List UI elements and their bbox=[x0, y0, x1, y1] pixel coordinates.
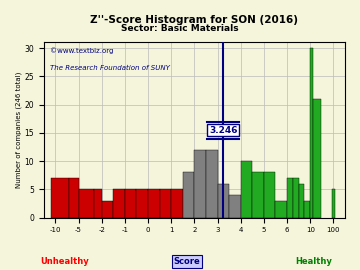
Bar bbox=[287, 178, 293, 218]
Bar bbox=[264, 173, 275, 218]
Bar bbox=[113, 190, 125, 218]
Bar bbox=[159, 190, 171, 218]
Bar bbox=[229, 195, 241, 218]
Bar bbox=[313, 99, 320, 218]
Bar bbox=[78, 190, 94, 218]
Text: Score: Score bbox=[174, 257, 201, 266]
Title: Z''-Score Histogram for SON (2016): Z''-Score Histogram for SON (2016) bbox=[90, 15, 298, 25]
Text: Healthy: Healthy bbox=[295, 257, 332, 266]
Bar bbox=[293, 178, 299, 218]
Bar bbox=[252, 173, 264, 218]
Bar bbox=[102, 201, 113, 218]
Bar bbox=[332, 190, 335, 218]
Bar bbox=[183, 173, 194, 218]
Bar bbox=[310, 48, 313, 218]
Text: ©www.textbiz.org: ©www.textbiz.org bbox=[50, 48, 113, 54]
Bar bbox=[206, 150, 217, 218]
Text: The Research Foundation of SUNY: The Research Foundation of SUNY bbox=[50, 65, 170, 71]
Bar bbox=[148, 190, 159, 218]
Bar bbox=[305, 201, 310, 218]
Bar bbox=[275, 201, 287, 218]
Bar bbox=[51, 178, 69, 218]
Bar bbox=[125, 190, 136, 218]
Bar bbox=[69, 178, 78, 218]
Text: 3.246: 3.246 bbox=[209, 126, 238, 134]
Bar bbox=[136, 190, 148, 218]
Bar bbox=[171, 190, 183, 218]
Bar bbox=[194, 150, 206, 218]
Text: Unhealthy: Unhealthy bbox=[40, 257, 89, 266]
Y-axis label: Number of companies (246 total): Number of companies (246 total) bbox=[15, 72, 22, 188]
Text: Sector: Basic Materials: Sector: Basic Materials bbox=[121, 24, 239, 33]
Bar bbox=[217, 184, 229, 218]
Bar bbox=[94, 190, 102, 218]
Bar bbox=[241, 161, 252, 218]
Bar bbox=[299, 184, 305, 218]
